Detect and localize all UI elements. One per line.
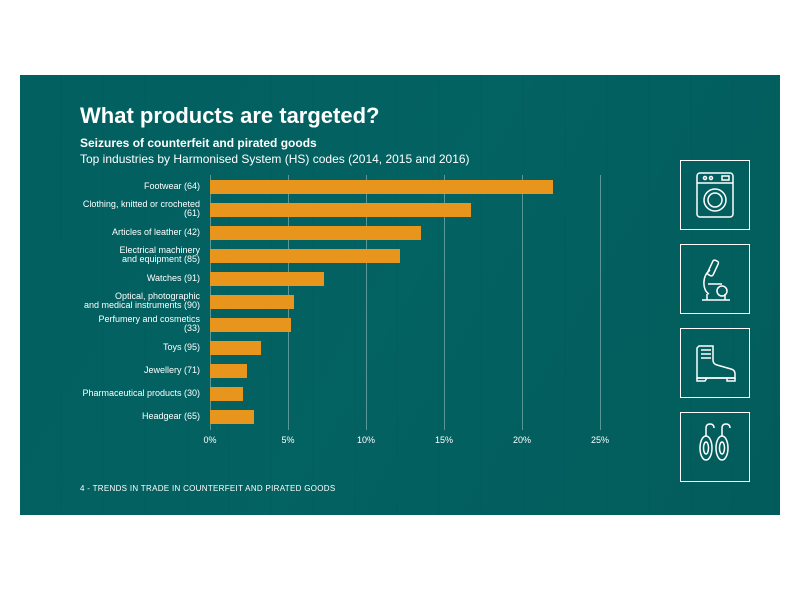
bar <box>210 295 294 309</box>
chart-row: Jewellery (71) <box>80 359 600 382</box>
chart-row: Electrical machineryand equipment (85) <box>80 244 600 267</box>
bar <box>210 203 471 217</box>
chart-title: What products are targeted? <box>80 103 379 129</box>
footnote: 4 - TRENDS IN TRADE IN COUNTERFEIT AND P… <box>80 484 335 493</box>
chart-row: Pharmaceutical products (30) <box>80 382 600 405</box>
bar <box>210 318 291 332</box>
chart-row: Headgear (65) <box>80 405 600 428</box>
category-label: Electrical machineryand equipment (85) <box>80 246 205 266</box>
subtitle-line-2: Top industries by Harmonised System (HS)… <box>80 151 470 167</box>
microscope-icon <box>680 244 750 314</box>
category-label: Toys (95) <box>80 343 205 353</box>
x-tick-label: 0% <box>203 435 216 445</box>
x-tick-label: 15% <box>435 435 453 445</box>
x-tick-label: 5% <box>281 435 294 445</box>
earrings-icon <box>680 412 750 482</box>
category-label: Optical, photographicand medical instrum… <box>80 292 205 312</box>
bar <box>210 410 254 424</box>
subtitle-line-1: Seizures of counterfeit and pirated good… <box>80 135 470 151</box>
category-label: Watches (91) <box>80 274 205 284</box>
category-label: Footwear (64) <box>80 182 205 192</box>
chart-row: Perfumery and cosmetics (33) <box>80 313 600 336</box>
chart-row: Optical, photographicand medical instrum… <box>80 290 600 313</box>
bar <box>210 341 261 355</box>
chart-row: Watches (91) <box>80 267 600 290</box>
infographic-panel: What products are targeted? Seizures of … <box>20 75 780 515</box>
category-label: Pharmaceutical products (30) <box>80 389 205 399</box>
bar <box>210 249 400 263</box>
chart-row: Toys (95) <box>80 336 600 359</box>
x-tick-label: 20% <box>513 435 531 445</box>
x-tick-label: 25% <box>591 435 609 445</box>
category-label: Perfumery and cosmetics (33) <box>80 315 205 335</box>
boot-icon <box>680 328 750 398</box>
x-tick-label: 10% <box>357 435 375 445</box>
category-label: Headgear (65) <box>80 412 205 422</box>
bar <box>210 387 243 401</box>
page-canvas: What products are targeted? Seizures of … <box>0 0 800 600</box>
icon-column <box>680 160 750 482</box>
category-label: Clothing, knitted or crocheted (61) <box>80 200 205 220</box>
bar <box>210 180 553 194</box>
gridline <box>600 175 601 430</box>
bar <box>210 364 247 378</box>
category-label: Articles of leather (42) <box>80 228 205 238</box>
bar <box>210 272 324 286</box>
bar <box>210 226 421 240</box>
chart-row: Footwear (64) <box>80 175 600 198</box>
chart-subtitle: Seizures of counterfeit and pirated good… <box>80 135 470 167</box>
bar-chart: 0%5%10%15%20%25% Footwear (64)Clothing, … <box>80 175 600 450</box>
chart-row: Articles of leather (42) <box>80 221 600 244</box>
chart-row: Clothing, knitted or crocheted (61) <box>80 198 600 221</box>
category-label: Jewellery (71) <box>80 366 205 376</box>
washing-machine-icon <box>680 160 750 230</box>
